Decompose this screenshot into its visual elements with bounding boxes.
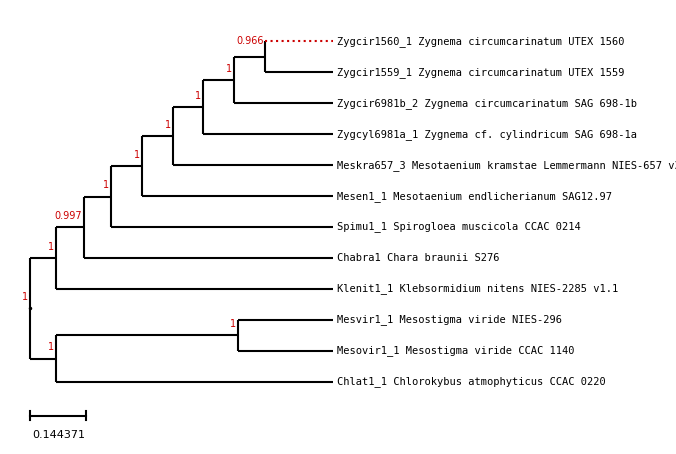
Text: 0.144371: 0.144371 [32, 430, 85, 440]
Text: Klenit1_1 Klebsormidium nitens NIES-2285 v1.1: Klenit1_1 Klebsormidium nitens NIES-2285… [337, 283, 619, 294]
Text: 1: 1 [22, 292, 28, 302]
Text: 1: 1 [195, 91, 201, 101]
Text: Meskra657_3 Mesotaenium kramstae Lemmermann NIES-657 v3.0: Meskra657_3 Mesotaenium kramstae Lemmerm… [337, 160, 676, 171]
Text: Chabra1 Chara braunii S276: Chabra1 Chara braunii S276 [337, 253, 500, 263]
Text: Mesen1_1 Mesotaenium endlicherianum SAG12.97: Mesen1_1 Mesotaenium endlicherianum SAG1… [337, 191, 612, 202]
Text: 1: 1 [226, 64, 233, 74]
Text: 1: 1 [103, 180, 109, 190]
Text: Zygcyl6981a_1 Zygnema cf. cylindricum SAG 698-1a: Zygcyl6981a_1 Zygnema cf. cylindricum SA… [337, 128, 637, 140]
Text: 1: 1 [49, 342, 55, 352]
Text: 0.966: 0.966 [236, 36, 264, 46]
Text: Chlat1_1 Chlorokybus atmophyticus CCAC 0220: Chlat1_1 Chlorokybus atmophyticus CCAC 0… [337, 376, 606, 387]
Text: Mesovir1_1 Mesostigma viride CCAC 1140: Mesovir1_1 Mesostigma viride CCAC 1140 [337, 345, 575, 356]
Text: Spimu1_1 Spirogloea muscicola CCAC 0214: Spimu1_1 Spirogloea muscicola CCAC 0214 [337, 222, 581, 232]
Text: 1: 1 [164, 120, 170, 130]
Text: Mesvir1_1 Mesostigma viride NIES-296: Mesvir1_1 Mesostigma viride NIES-296 [337, 314, 562, 326]
Text: Zygcir1560_1 Zygnema circumcarinatum UTEX 1560: Zygcir1560_1 Zygnema circumcarinatum UTE… [337, 36, 625, 47]
Text: 1: 1 [49, 242, 55, 252]
Text: Zygcir6981b_2 Zygnema circumcarinatum SAG 698-1b: Zygcir6981b_2 Zygnema circumcarinatum SA… [337, 98, 637, 109]
Text: 1: 1 [133, 150, 140, 160]
Text: 1: 1 [231, 319, 237, 329]
Text: Zygcir1559_1 Zygnema circumcarinatum UTEX 1559: Zygcir1559_1 Zygnema circumcarinatum UTE… [337, 67, 625, 78]
Text: 0.997: 0.997 [54, 211, 82, 221]
